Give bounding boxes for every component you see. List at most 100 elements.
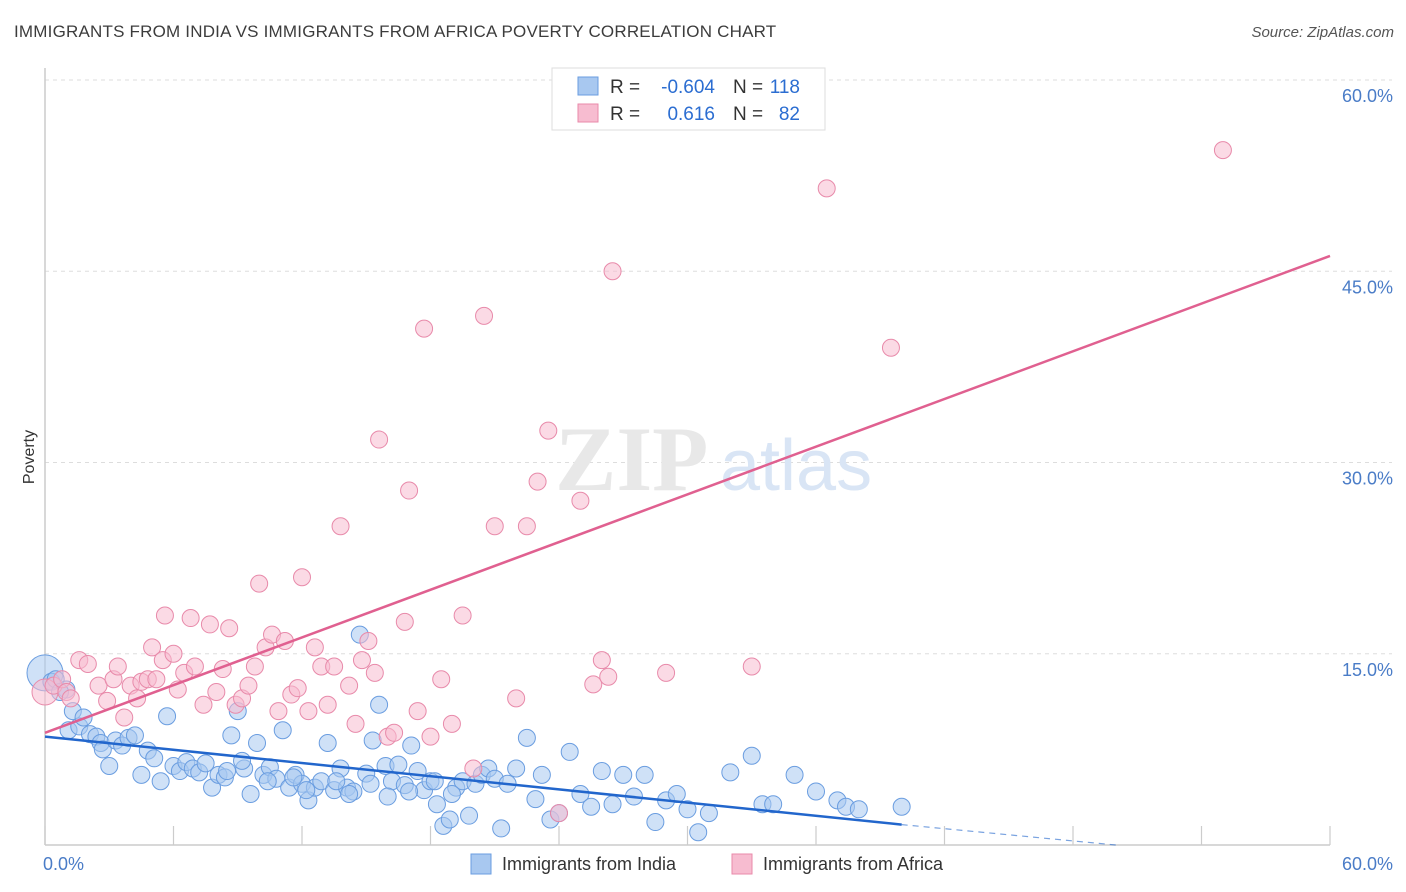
bottom-legend: Immigrants from India Immigrants from Af… <box>470 853 944 875</box>
africa-point-51 <box>359 632 378 650</box>
india-point-110 <box>297 781 316 800</box>
india-point-89 <box>635 765 654 784</box>
legend-africa-n-value: 82 <box>779 104 800 125</box>
africa-point-59 <box>415 319 434 338</box>
legend-africa-n-label: N = <box>733 104 763 125</box>
india-point-58 <box>389 755 408 774</box>
bottom-legend-swatch-india <box>470 853 492 875</box>
africa-point-63 <box>453 606 472 625</box>
india-point-113 <box>361 774 380 793</box>
india-point-82 <box>560 742 579 761</box>
gridlines <box>45 79 1392 655</box>
africa-point-17 <box>147 670 166 689</box>
watermark-atlas: atlas <box>720 426 872 506</box>
africa-point-19 <box>155 606 174 625</box>
africa-point-68 <box>517 517 536 536</box>
africa-point-62 <box>442 714 461 733</box>
india-point-85 <box>592 762 611 781</box>
africa-point-76 <box>742 657 761 676</box>
india-point-32 <box>222 726 241 745</box>
y-axis-label: Poverty <box>21 430 38 484</box>
africa-point-46 <box>325 657 344 676</box>
legend-india-n-value: 118 <box>770 77 800 98</box>
india-trend-extension <box>901 824 1116 846</box>
africa-point-71 <box>550 804 568 823</box>
africa-point-43 <box>305 638 324 657</box>
africa-point-10 <box>108 657 127 676</box>
y-tick-label-15: 15.0% <box>1342 660 1393 680</box>
trend-lines <box>44 254 1331 846</box>
india-point-35 <box>241 785 260 803</box>
india-point-101 <box>807 782 825 801</box>
africa-point-81 <box>599 667 618 686</box>
india-point-12 <box>93 740 112 759</box>
africa-point-7 <box>89 676 108 695</box>
india-point-18 <box>132 765 151 784</box>
africa-point-56 <box>395 612 414 631</box>
india-point-60 <box>402 736 421 755</box>
india-point-112 <box>340 785 359 803</box>
source-label: Source: ZipAtlas.com <box>1251 24 1394 41</box>
africa-point-11 <box>115 708 134 727</box>
africa-point-32 <box>239 676 258 695</box>
india-point-21 <box>151 772 170 791</box>
india-point-96 <box>721 763 740 782</box>
x-axis-ticks <box>44 826 1331 845</box>
india-point-117 <box>442 785 461 803</box>
africa-point-75 <box>657 663 676 682</box>
africa-point-79 <box>1213 141 1232 160</box>
africa-point-60 <box>421 727 440 746</box>
india-point-66 <box>440 810 459 829</box>
india-point-114 <box>378 787 397 806</box>
india-point-36 <box>248 734 267 752</box>
x-tick-label-min: 0.0% <box>43 854 84 874</box>
india-point-79 <box>532 765 551 784</box>
india-point-47 <box>318 734 337 752</box>
india-point-90 <box>646 813 665 832</box>
africa-point-70 <box>539 421 558 440</box>
y-tick-label-45: 45.0% <box>1342 277 1393 297</box>
x-tick-label-max: 60.0% <box>1342 854 1393 874</box>
africa-point-29 <box>220 619 239 638</box>
bottom-legend-swatch-africa <box>731 853 753 875</box>
africa-point-6 <box>78 654 97 673</box>
watermark: ZIP atlas <box>555 408 872 510</box>
india-point-86 <box>603 795 622 814</box>
india-point-104 <box>849 800 868 819</box>
y-tick-labels: 15.0% 30.0% 45.0% 60.0% <box>1342 86 1393 680</box>
india-point-83 <box>571 785 590 803</box>
india-point-54 <box>363 731 382 750</box>
africa-point-24 <box>185 657 204 676</box>
india-point-95 <box>699 804 718 823</box>
india-point-77 <box>517 728 536 747</box>
legend-swatch-africa <box>577 103 599 123</box>
india-point-40 <box>273 721 292 740</box>
africa-point-42 <box>299 702 318 721</box>
africa-point-52 <box>365 663 384 682</box>
india-point-108 <box>258 772 277 791</box>
bottom-legend-india: Immigrants from India <box>502 854 677 874</box>
africa-trend-line <box>44 254 1331 734</box>
africa-point-78 <box>881 338 900 357</box>
legend-india-n-label: N = <box>733 77 763 98</box>
legend-africa-r-label: R = <box>610 104 640 125</box>
africa-point-16 <box>143 638 162 657</box>
africa-point-69 <box>528 472 547 491</box>
africa-point-80 <box>584 675 603 694</box>
africa-point-27 <box>207 683 226 701</box>
africa-point-74 <box>603 262 622 281</box>
legend-india-r-label: R = <box>610 77 640 98</box>
africa-point-72 <box>571 491 590 510</box>
africa-point-37 <box>269 702 288 721</box>
india-point-78 <box>526 790 545 809</box>
africa-point-67 <box>507 689 526 708</box>
africa-point-61 <box>432 670 451 689</box>
india-point-69 <box>460 806 479 825</box>
india-point-76 <box>507 759 526 778</box>
india-point-84 <box>582 797 601 816</box>
india-point-105 <box>892 797 911 816</box>
india-trend-line <box>44 735 902 826</box>
india-point-22 <box>158 707 177 726</box>
africa-point-41 <box>293 568 311 587</box>
